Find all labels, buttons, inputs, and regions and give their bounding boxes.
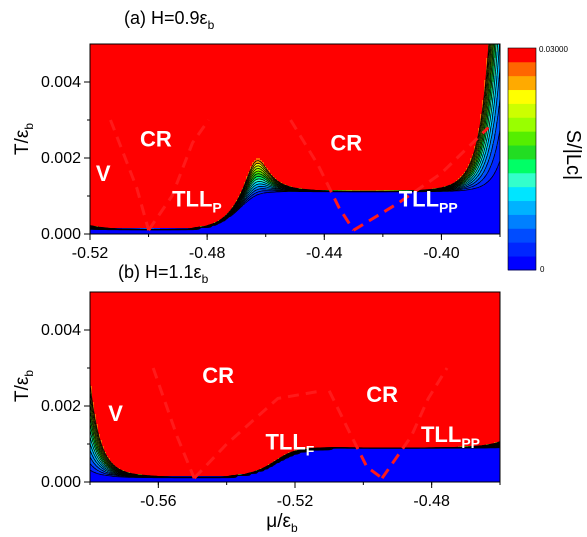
panel-a-title: (a) H=0.9εb [124, 8, 215, 32]
